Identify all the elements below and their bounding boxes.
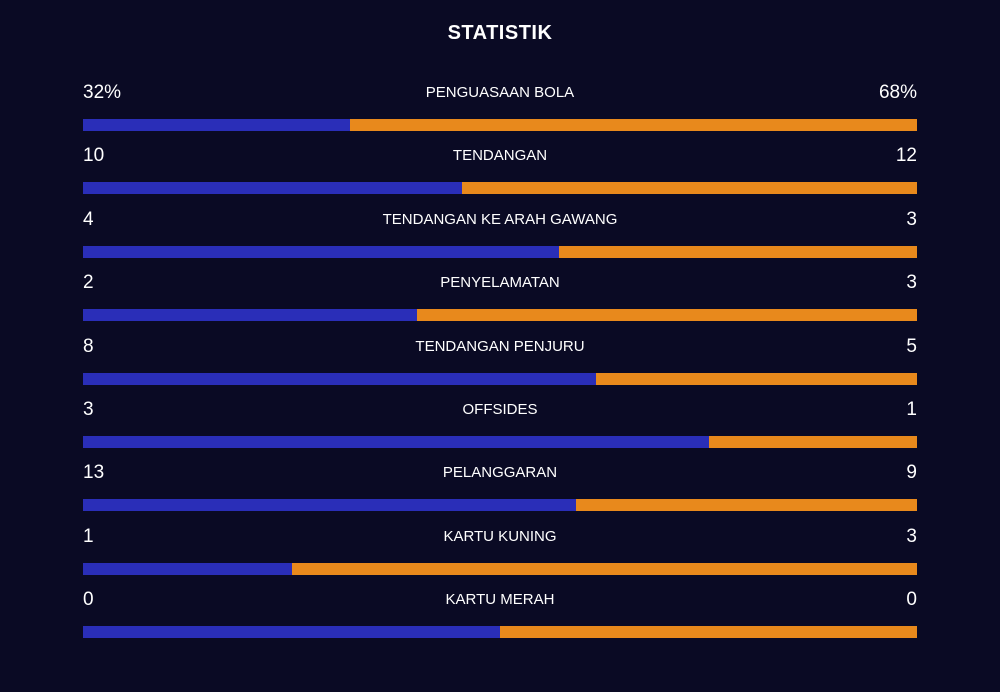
comparison-bar	[83, 119, 917, 131]
statistics-title: STATISTIK	[447, 22, 553, 44]
stat-label: TENDANGAN	[452, 147, 548, 165]
home-bar-segment	[83, 435, 709, 448]
away-bar-segment	[595, 372, 917, 385]
away-value: 5	[906, 335, 917, 357]
stat-label: KARTU MERAH	[445, 591, 555, 609]
stat-labels: 32% PENGUASAAN BOLA 68%	[83, 80, 917, 106]
away-bar-segment	[559, 245, 917, 258]
away-value: 3	[906, 525, 917, 547]
stat-label: OFFSIDES	[462, 400, 538, 418]
comparison-bar	[83, 626, 917, 639]
home-bar-segment	[83, 182, 463, 195]
stat-labels: 10 TENDANGAN 12	[83, 143, 917, 169]
home-bar-segment	[83, 372, 596, 385]
away-value: 9	[906, 462, 917, 484]
home-value: 8	[83, 335, 94, 357]
stat-labels: 4 TENDANGAN KE ARAH GAWANG 3	[83, 207, 917, 233]
home-value: 13	[83, 462, 105, 484]
away-bar-segment	[500, 626, 917, 639]
home-value: 4	[83, 208, 94, 230]
home-bar-segment	[83, 119, 350, 131]
stat-labels: 3 OFFSIDES 1	[83, 397, 917, 423]
stat-label: PENGUASAAN BOLA	[425, 84, 575, 101]
stat-row-tendangan-ke-arah-gawang: 4 TENDANGAN KE ARAH GAWANG 3	[83, 207, 917, 270]
home-value: 0	[83, 589, 94, 611]
home-value: 1	[83, 525, 94, 547]
home-bar-segment	[83, 562, 292, 575]
stat-label: TENDANGAN PENJURU	[415, 337, 585, 355]
away-value: 68%	[878, 82, 917, 103]
comparison-bar	[83, 562, 917, 575]
stat-label: KARTU KUNING	[443, 527, 557, 545]
away-bar-segment	[575, 499, 917, 512]
stats-list: 32% PENGUASAAN BOLA 68% 10 TENDANGAN 12 4 TENDA…	[83, 80, 917, 651]
stat-label: PENYELAMATAN	[440, 274, 560, 292]
away-value: 3	[906, 208, 917, 230]
stat-row-kartu-kuning: 1 KARTU KUNING 3	[83, 524, 917, 587]
comparison-bar	[83, 499, 917, 512]
away-value: 3	[906, 272, 917, 294]
comparison-bar	[83, 309, 917, 322]
stat-labels: 2 PENYELAMATAN 3	[83, 270, 917, 296]
away-value: 0	[906, 589, 917, 611]
away-bar-segment	[291, 562, 917, 575]
away-bar-segment	[462, 182, 917, 195]
stat-row-penguasaan-bola: 32% PENGUASAAN BOLA 68%	[83, 80, 917, 143]
comparison-bar	[83, 372, 917, 385]
comparison-bar	[83, 245, 917, 258]
away-bar-segment	[708, 435, 917, 448]
stat-labels: 0 KARTU MERAH 0	[83, 587, 917, 613]
stat-row-offsides: 3 OFFSIDES 1	[83, 397, 917, 460]
home-bar-segment	[83, 245, 560, 258]
stat-labels: 8 TENDANGAN PENJURU 5	[83, 334, 917, 360]
stat-row-kartu-merah: 0 KARTU MERAH 0	[83, 587, 917, 650]
stat-labels: 1 KARTU KUNING 3	[83, 524, 917, 550]
away-value: 1	[906, 398, 917, 420]
home-value: 2	[83, 272, 94, 294]
home-value: 32%	[83, 82, 122, 103]
home-bar-segment	[83, 499, 576, 512]
stat-row-tendangan: 10 TENDANGAN 12	[83, 143, 917, 206]
away-value: 12	[895, 145, 917, 167]
stat-row-tendangan-penjuru: 8 TENDANGAN PENJURU 5	[83, 334, 917, 397]
home-value: 10	[83, 145, 105, 167]
home-bar-segment	[83, 309, 417, 322]
stat-label: PELANGGARAN	[442, 464, 558, 482]
comparison-bar	[83, 182, 917, 195]
away-bar-segment	[416, 309, 917, 322]
stat-labels: 13 PELANGGARAN 9	[83, 460, 917, 486]
stat-label: TENDANGAN KE ARAH GAWANG	[382, 210, 618, 228]
comparison-bar	[83, 435, 917, 448]
away-bar-segment	[349, 119, 917, 131]
home-value: 3	[83, 398, 94, 420]
stat-row-penyelamatan: 2 PENYELAMATAN 3	[83, 270, 917, 333]
stat-row-pelanggaran: 13 PELANGGARAN 9	[83, 460, 917, 523]
home-bar-segment	[83, 626, 500, 639]
